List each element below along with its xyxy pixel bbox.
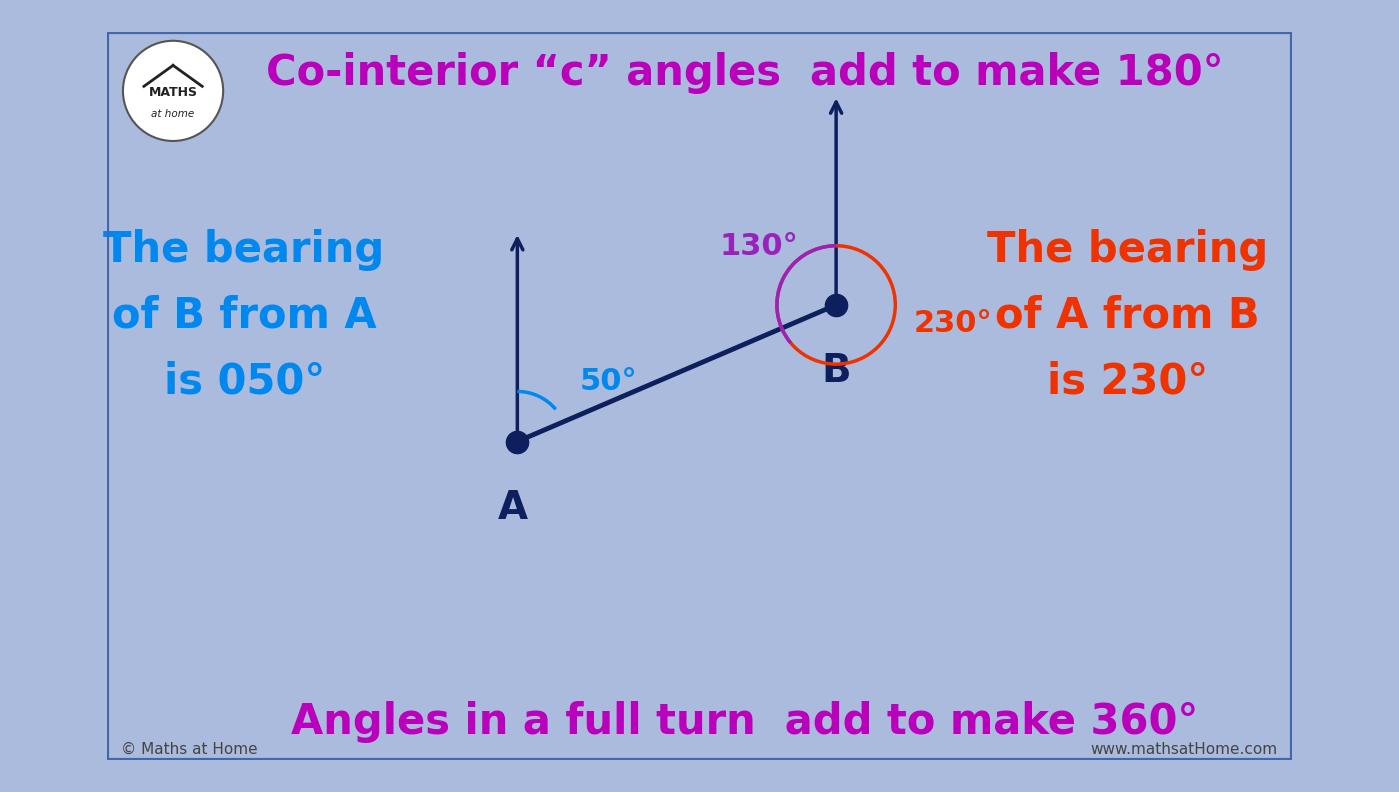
- Text: Co-interior “c” angles  add to make 180°: Co-interior “c” angles add to make 180°: [266, 51, 1224, 93]
- Text: B: B: [821, 352, 851, 390]
- Text: © Maths at Home: © Maths at Home: [122, 742, 257, 757]
- Text: of B from A: of B from A: [112, 295, 376, 337]
- Text: 130°: 130°: [719, 232, 797, 261]
- Text: is 230°: is 230°: [1046, 360, 1209, 402]
- Text: MATHS: MATHS: [148, 86, 197, 99]
- Text: of A from B: of A from B: [995, 295, 1260, 337]
- Text: 230°: 230°: [914, 309, 992, 337]
- Text: is 050°: is 050°: [164, 360, 325, 402]
- Text: at home: at home: [151, 109, 194, 119]
- Text: www.mathsatHome.com: www.mathsatHome.com: [1091, 742, 1277, 757]
- Text: A: A: [498, 489, 527, 527]
- Text: The bearing: The bearing: [986, 229, 1269, 272]
- Circle shape: [123, 40, 224, 141]
- Text: Angles in a full turn  add to make 360°: Angles in a full turn add to make 360°: [291, 701, 1199, 743]
- Text: 50°: 50°: [579, 367, 637, 396]
- Text: The bearing: The bearing: [104, 229, 385, 272]
